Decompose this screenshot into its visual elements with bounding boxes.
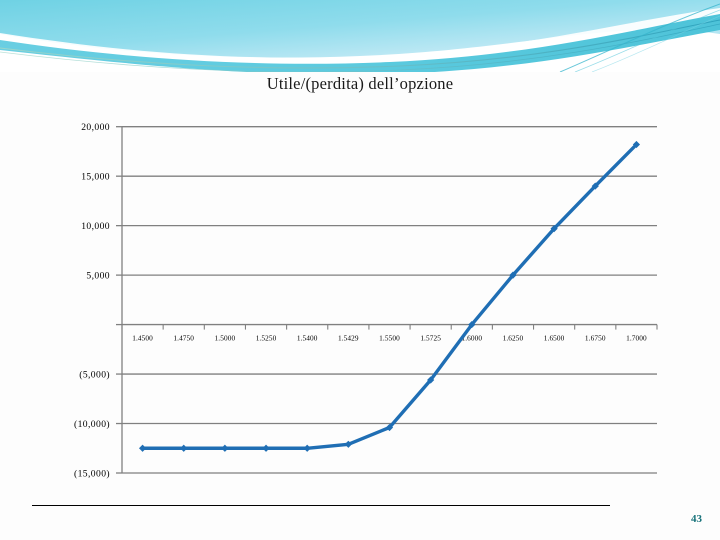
series-marker (632, 140, 641, 149)
page-title: Utile/(perdita) dell’opzione (266, 74, 454, 93)
x-axis-label: 1.5429 (338, 334, 359, 343)
x-axis-label: 1.5250 (256, 334, 277, 343)
x-axis-label: 1.6750 (585, 334, 606, 343)
y-axis-label: (5,000) (79, 369, 110, 380)
x-axis-label: 1.5000 (215, 334, 236, 343)
footer-divider (32, 505, 610, 506)
series-line (140, 142, 639, 450)
header-decoration (0, 0, 720, 72)
x-axis-label: 1.4750 (173, 334, 194, 343)
series-marker (427, 376, 435, 384)
chart-utile-perdita-opzione: 20,000 15,000 10,000 5,000 (5,000) (10,000) (1… (0, 110, 720, 490)
series-marker (221, 444, 229, 452)
x-axis-label: 1.5725 (420, 334, 441, 343)
x-axis-label: 1.5500 (379, 334, 400, 343)
y-axis-label: 5,000 (86, 271, 110, 282)
y-axis-label: (10,000) (74, 419, 110, 430)
series-marker (550, 225, 558, 233)
page-number: 43 (691, 513, 702, 525)
y-axis-label: (15,000) (74, 468, 110, 479)
series-marker (591, 182, 599, 190)
series-marker (344, 440, 352, 448)
y-axis-label: 10,000 (81, 221, 110, 232)
series-marker (262, 444, 270, 452)
series-marker (138, 444, 147, 452)
y-axis-label: 20,000 (81, 122, 110, 133)
x-axis-label: 1.7000 (626, 334, 647, 343)
x-axis-label: 1.4500 (132, 334, 153, 343)
series-marker (385, 423, 394, 432)
y-axis-label: 15,000 (81, 172, 110, 183)
x-axis-label: 1.6000 (461, 334, 482, 343)
x-axis-label: 1.5400 (297, 334, 318, 343)
x-axis-label: 1.6250 (503, 334, 524, 343)
x-axis-label: 1.6500 (544, 334, 565, 343)
series-marker (180, 444, 188, 452)
series-marker (303, 444, 311, 452)
